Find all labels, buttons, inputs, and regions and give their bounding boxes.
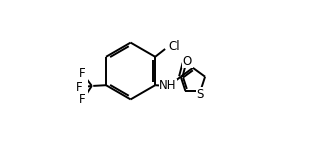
Text: F: F [79,93,86,106]
Text: F: F [76,81,82,94]
Text: Cl: Cl [169,40,180,53]
Text: O: O [183,55,192,68]
Text: F: F [79,67,86,80]
Text: NH: NH [159,79,177,92]
Text: S: S [197,88,204,101]
